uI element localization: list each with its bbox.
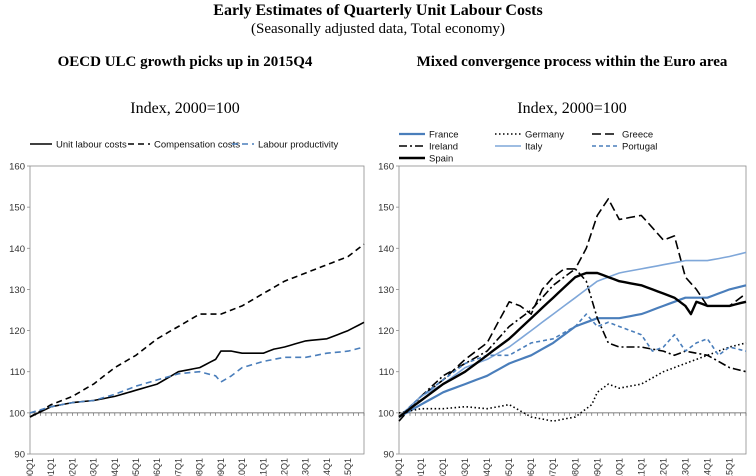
legend-label: Ireland: [429, 142, 458, 153]
x-tick-label: 2007Q1: [173, 458, 183, 476]
legend-label: France: [429, 130, 459, 141]
y-tick-label: 100: [9, 408, 25, 419]
y-tick-label: 130: [378, 285, 394, 296]
x-tick-label: 2005Q1: [504, 458, 514, 476]
y-tick-label: 130: [9, 285, 25, 296]
series-line-labour-productivity: [29, 346, 365, 414]
series-line-france: [398, 284, 747, 418]
x-tick-label: 2012Q1: [658, 458, 668, 476]
series-line-greece: [398, 198, 747, 418]
y-tick-label: 120: [378, 326, 394, 337]
x-tick-label: 2006Q1: [152, 458, 162, 476]
series-line-spain: [398, 271, 747, 418]
x-tick-label: 2012Q1: [279, 458, 289, 476]
y-tick-label: 120: [9, 326, 25, 337]
y-tick-label: 160: [378, 162, 394, 173]
x-tick-label: 2015Q1: [724, 458, 734, 476]
x-tick-label: 2004Q1: [482, 458, 492, 476]
left-chart-subtitle: Index, 2000=100: [130, 100, 240, 117]
x-tick-label: 2009Q1: [216, 458, 226, 476]
series-line-unit-labour-costs: [29, 321, 365, 418]
x-tick-label: 2002Q1: [438, 458, 448, 476]
plot-frame: [29, 165, 365, 455]
x-tick-label: 2000Q1: [25, 458, 35, 476]
series-line-compensation-costs: [29, 243, 365, 418]
legend-label: Greece: [622, 130, 653, 141]
y-tick-label: 100: [378, 408, 394, 419]
right-chart-subtitle: Index, 2000=100: [517, 100, 627, 117]
left-chart-title: OECD ULC growth picks up in 2015Q4: [57, 54, 313, 70]
y-tick-label: 140: [378, 244, 394, 255]
x-tick-label: 2004Q1: [110, 458, 120, 476]
series-line-italy: [398, 251, 747, 418]
x-tick-label: 2014Q1: [702, 458, 712, 476]
x-tick-label: 2005Q1: [131, 458, 141, 476]
x-tick-label: 2011Q1: [258, 458, 268, 476]
legend-label: Germany: [525, 130, 564, 141]
y-tick-label: 140: [9, 244, 25, 255]
x-tick-label: 2013Q1: [680, 458, 690, 476]
x-tick-label: 2010Q1: [614, 458, 624, 476]
x-tick-label: 2003Q1: [89, 458, 99, 476]
chart-1: 90 100 110 120 130 140 150 160 2000Q1 2001Q1 2002Q…: [9, 140, 365, 476]
legend-label: Labour productivity: [258, 140, 339, 151]
x-tick-label: 2008Q1: [570, 458, 580, 476]
x-tick-label: 2001Q1: [416, 458, 426, 476]
y-tick-label: 150: [9, 203, 25, 214]
x-tick-label: 2011Q1: [636, 458, 646, 476]
x-tick-label: 2003Q1: [460, 458, 470, 476]
y-tick-label: 150: [378, 203, 394, 214]
x-tick-label: 2007Q1: [548, 458, 558, 476]
legend-label: Portugal: [622, 142, 657, 153]
y-tick-label: 110: [379, 367, 394, 378]
y-tick-label: 160: [9, 162, 25, 173]
chart-2: 90 100 110 120 130 140 150 160 2000Q1 2001Q1 2002Q…: [378, 130, 747, 476]
y-tick-label: 110: [10, 367, 25, 378]
series-line-germany: [398, 342, 747, 422]
x-tick-label: 2014Q1: [322, 458, 332, 476]
legend-label: Spain: [429, 154, 453, 165]
x-tick-label: 2015Q1: [343, 458, 353, 476]
legend-label: Italy: [525, 142, 543, 153]
x-tick-label: 2002Q1: [67, 458, 77, 476]
x-tick-label: 2013Q1: [301, 458, 311, 476]
plot-frame: [398, 165, 747, 455]
main-title: Early Estimates of Quarterly Unit Labour…: [213, 2, 543, 19]
legend-label: Compensation costs: [154, 140, 240, 151]
series-line-ireland: [398, 268, 747, 422]
x-tick-label: 2001Q1: [46, 458, 56, 476]
y-tick-label: 90: [383, 450, 394, 461]
y-tick-label: 90: [14, 450, 25, 461]
x-tick-label: 2008Q1: [195, 458, 205, 476]
x-tick-label: 2000Q1: [394, 458, 404, 476]
x-tick-label: 2010Q1: [237, 458, 247, 476]
legend-label: Unit labour costs: [56, 140, 127, 151]
right-chart-title: Mixed convergence process within the Eur…: [416, 54, 728, 70]
x-tick-label: 2006Q1: [526, 458, 536, 476]
x-tick-label: 2009Q1: [592, 458, 602, 476]
main-subtitle: (Seasonally adjusted data, Total economy…: [250, 21, 506, 37]
